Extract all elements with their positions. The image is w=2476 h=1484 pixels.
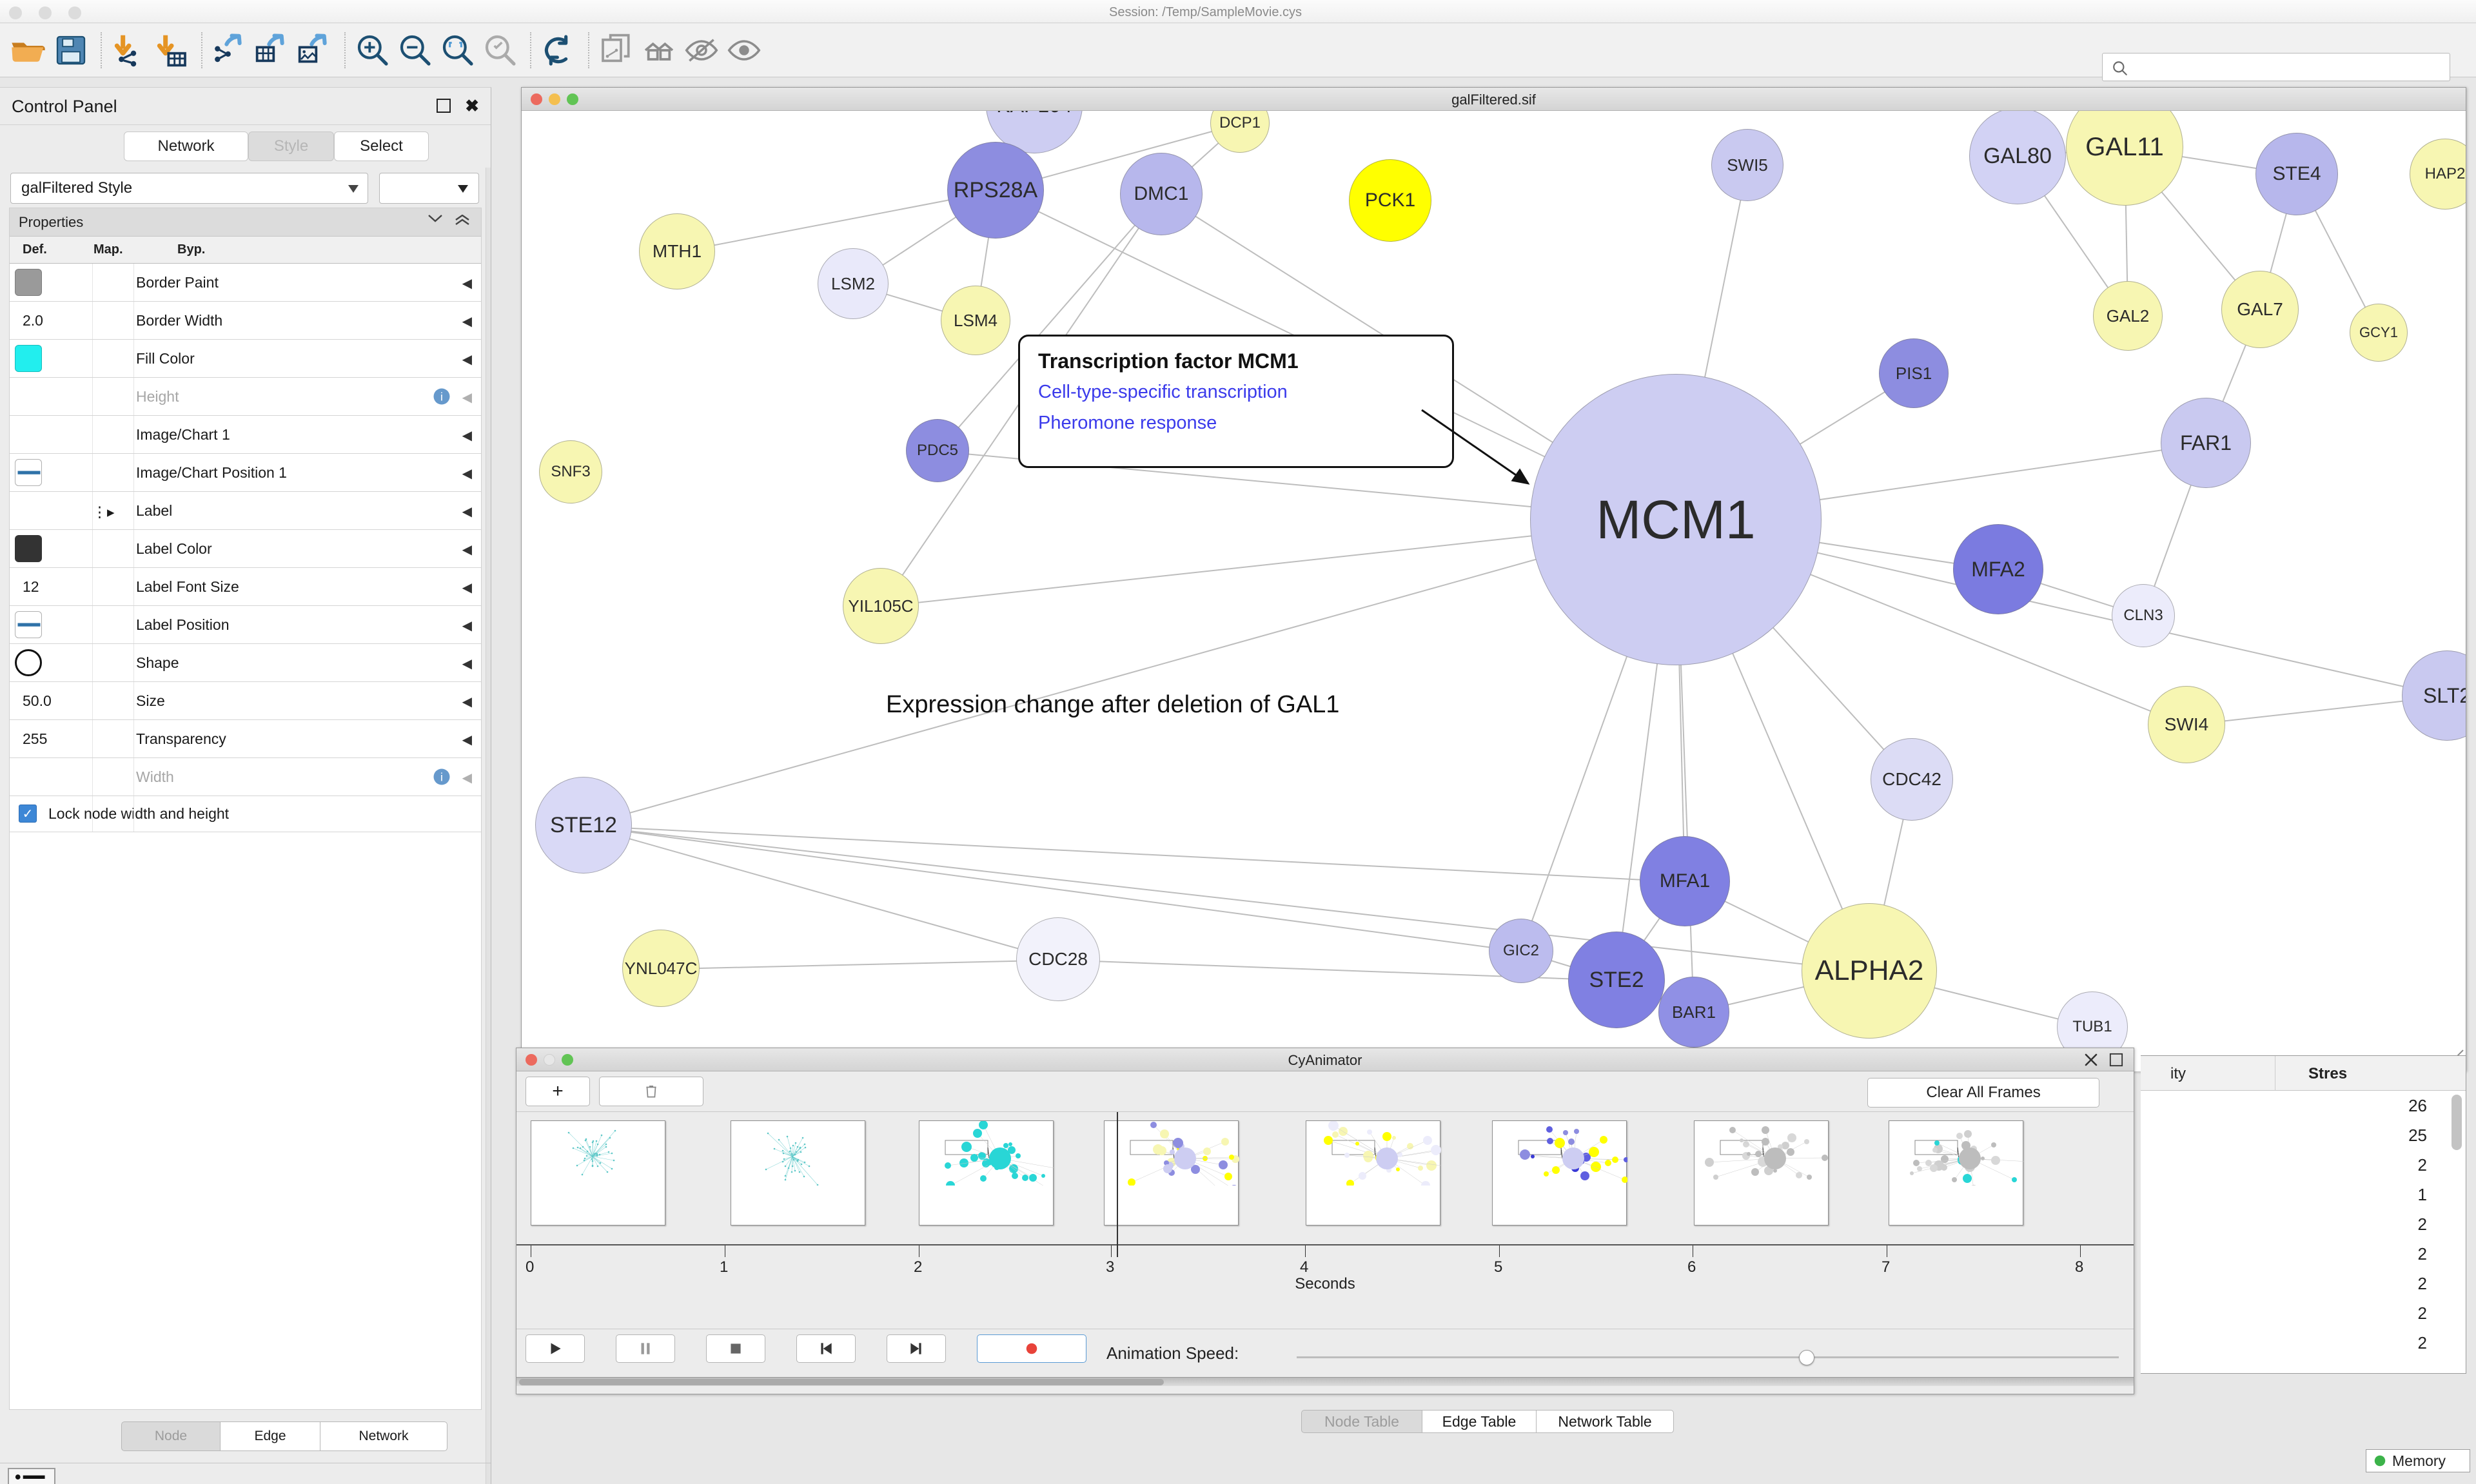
svg-text:i: i xyxy=(440,770,443,783)
svg-text:i: i xyxy=(440,390,443,403)
